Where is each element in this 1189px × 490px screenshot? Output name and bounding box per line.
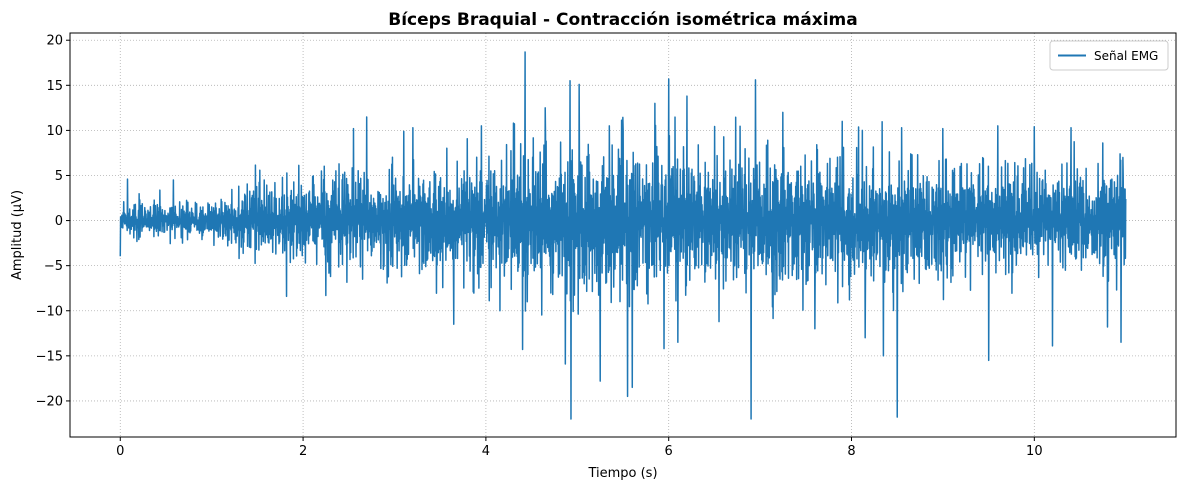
y-tick-label: −5 [44,259,63,274]
x-tick-label: 4 [482,444,490,459]
y-axis-label: Amplitud (µV) [10,190,25,280]
y-tick-label: −15 [36,349,63,364]
x-tick-label: 0 [116,444,124,459]
x-tick-label: 10 [1026,444,1043,459]
y-tick-label: −10 [36,304,63,319]
chart-title: Bíceps Braquial - Contracción isométrica… [388,10,857,30]
legend-label-emg: Señal EMG [1094,49,1158,63]
emg-signal-line [119,51,1127,420]
x-axis-label: Tiempo (s) [587,466,657,481]
legend-box [1049,40,1169,71]
y-tick-label: 0 [55,214,63,229]
y-tick-label: 5 [55,169,63,184]
y-tick-label: 15 [46,79,63,94]
y-tick-label: 10 [46,124,63,139]
x-tick-label: 2 [299,444,307,459]
x-tick-label: 6 [665,444,673,459]
y-tick-label: 20 [46,34,63,49]
plot-area [119,51,1127,420]
y-tick-label: −20 [36,394,63,409]
legend: Señal EMG [1049,40,1169,71]
plot-frame [69,32,1177,438]
axis-ticks: 0 2 4 6 8 10 −20 −15 −10 −5 0 5 10 15 20 [36,34,1043,459]
x-tick-label: 8 [847,444,855,459]
